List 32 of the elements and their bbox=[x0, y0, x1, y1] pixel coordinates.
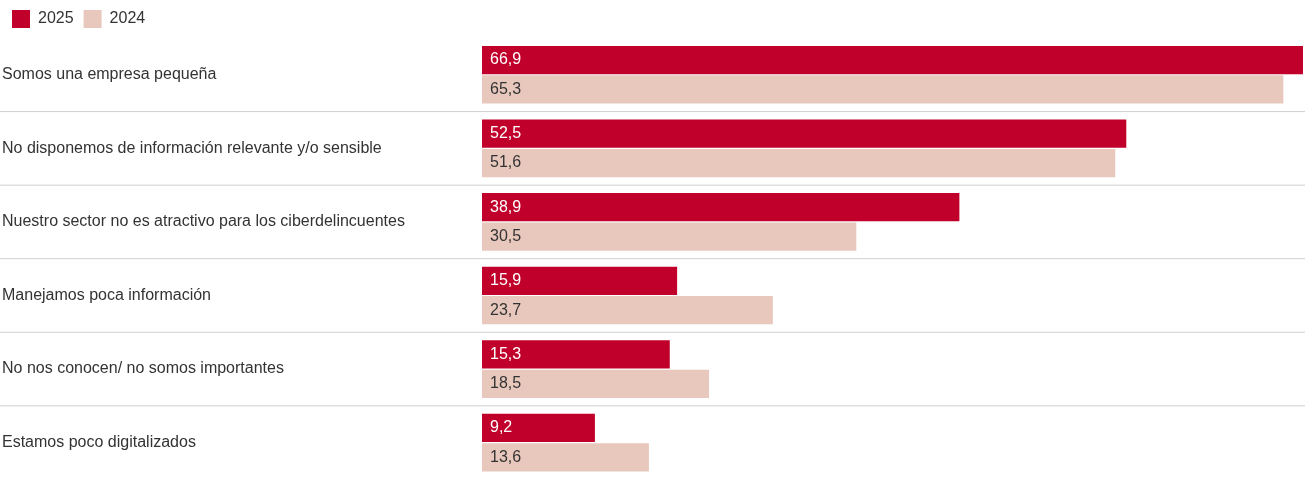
bar bbox=[482, 266, 678, 295]
data-label: 52,5 bbox=[490, 124, 522, 142]
data-label: 23,7 bbox=[490, 300, 522, 318]
bar bbox=[482, 222, 857, 251]
bar bbox=[482, 340, 670, 369]
bar bbox=[482, 369, 710, 398]
y-tick-label: No disponemos de información relevante y/o sensible bbox=[2, 138, 382, 156]
legend-label: 2025 bbox=[38, 9, 74, 27]
bar bbox=[482, 296, 773, 325]
bar bbox=[482, 148, 1116, 178]
y-tick-label: Estamos poco digitalizados bbox=[2, 433, 196, 451]
data-label: 15,3 bbox=[490, 344, 522, 362]
data-label: 38,9 bbox=[490, 197, 522, 215]
data-label: 51,6 bbox=[490, 153, 522, 171]
y-tick-label: Manejamos poca información bbox=[2, 285, 211, 303]
bar bbox=[482, 119, 1127, 148]
bar bbox=[482, 193, 960, 222]
data-label: 13,6 bbox=[490, 447, 522, 465]
bar bbox=[482, 45, 1303, 75]
y-tick-label: Nuestro sector no es atractivo para los ciberdelincuentes bbox=[2, 212, 405, 230]
y-tick-label: Somos una empresa pequeña bbox=[2, 65, 217, 83]
data-label: 15,9 bbox=[490, 271, 522, 289]
data-label: 9,2 bbox=[490, 418, 513, 436]
bar bbox=[482, 443, 649, 472]
legend-label: 2024 bbox=[109, 9, 146, 27]
data-label: 65,3 bbox=[490, 79, 522, 97]
data-label: 30,5 bbox=[490, 227, 522, 245]
data-label: 66,9 bbox=[490, 50, 522, 68]
bar bbox=[482, 413, 595, 443]
y-tick-label: No nos conocen/ no somos importantes bbox=[2, 359, 284, 377]
bar bbox=[482, 75, 1284, 104]
data-label: 18,5 bbox=[490, 374, 522, 392]
